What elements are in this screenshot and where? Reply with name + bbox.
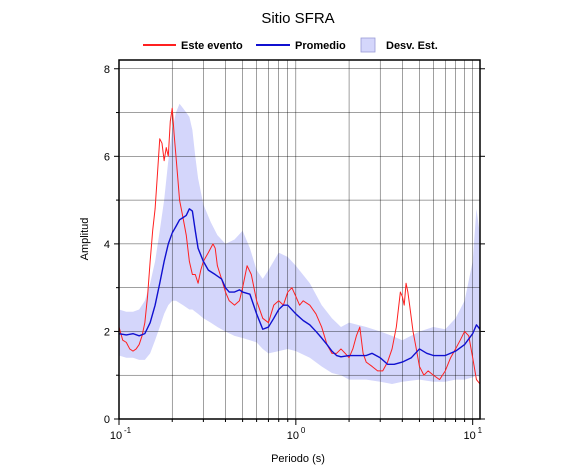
series-line-este-evento [118,107,481,385]
x-tick-exponent: 1 [478,426,483,435]
y-tick-label: 2 [104,326,110,338]
x-tick-label: 10 [464,430,476,442]
y-tick-label: 8 [104,64,110,76]
y-tick-label: 6 [104,151,110,163]
y-tick-label: 0 [104,414,110,426]
x-tick-exponent: -1 [124,426,132,435]
legend: Este evento Promedio Desv. Est. [143,37,438,53]
legend-label-mean: Promedio [295,40,346,52]
y-tick-label: 4 [104,239,110,251]
plot-frame [118,59,481,420]
legend-swatch-band [360,37,376,53]
x-tick-label: 10 [287,430,299,442]
x-tick-exponent: 0 [301,426,306,435]
x-axis-label: Periodo (s) [271,453,325,465]
legend-label-band: Desv. Est. [386,40,438,52]
chart-title: Sitio SFRA [261,10,334,27]
x-tick-label: 10 [110,430,122,442]
series-line-promedio [118,208,481,365]
std-dev-band [119,103,480,384]
legend-label-event: Este evento [181,40,243,52]
y-axis-label: Amplitud [79,218,91,261]
